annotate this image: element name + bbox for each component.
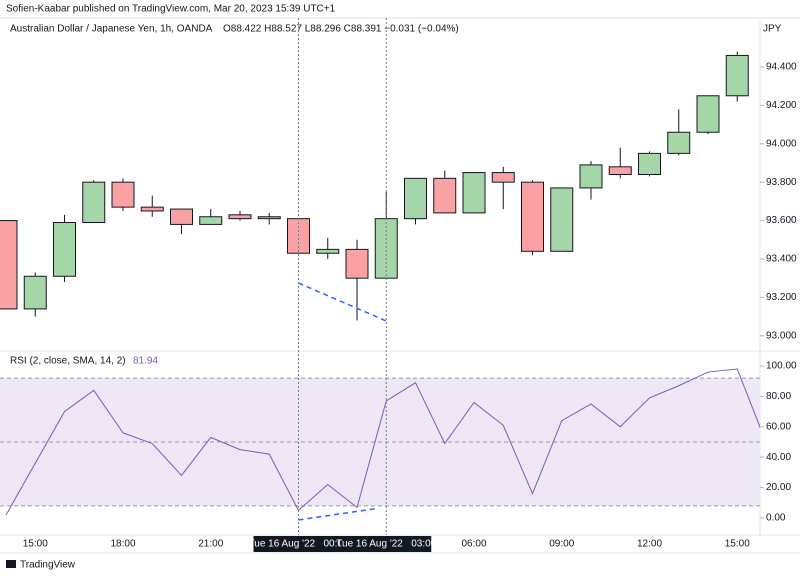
candle-body [404, 177, 427, 220]
time-highlight-box [341, 536, 432, 552]
y-tick-label: 60.00 [766, 421, 791, 432]
x-tick-label: 21:00 [198, 539, 223, 550]
candle-body [170, 208, 193, 225]
candle-body [0, 220, 18, 310]
candle-body [111, 181, 135, 208]
candle-body [433, 177, 457, 214]
candle-body [82, 181, 106, 223]
candle-body [53, 221, 76, 277]
x-tick-label: 15:00 [23, 539, 48, 550]
publish-info: Sofien-Kaabar published on TradingView.c… [6, 4, 336, 15]
y-tick-label: 40.00 [766, 452, 791, 463]
rsi-last-value: 81.94 [133, 356, 158, 367]
trendline [298, 507, 378, 521]
candle-body [140, 206, 164, 212]
y-tick-label: 0.00 [766, 513, 786, 524]
candle-body [23, 275, 47, 310]
brand-logo [6, 560, 16, 568]
candle-body [491, 172, 515, 183]
candle-body [521, 181, 544, 252]
x-tick-label: 18:00 [110, 539, 135, 550]
candle-body [228, 214, 252, 220]
x-tick-label: 06:00 [461, 539, 486, 550]
ohlc-readout: O88.422 H88.527 L88.296 C88.391 −0.031 (… [223, 24, 459, 35]
rsi-title: RSI (2, close, SMA, 14, 2) [10, 356, 126, 367]
y-tick-label: 93.800 [766, 177, 797, 188]
time-highlight-label: Tue 16 Aug '22 00:00 [249, 539, 349, 550]
candle-body [696, 95, 720, 133]
candle-body [316, 248, 340, 254]
brand: TradingView [20, 560, 76, 571]
x-tick-label: 15:00 [725, 539, 750, 550]
candle-body [199, 216, 223, 225]
price-axis-label: JPY [763, 24, 782, 35]
y-tick-label: 94.400 [766, 62, 797, 73]
x-tick-label: 09:00 [549, 539, 574, 550]
y-tick-label: 94.000 [766, 138, 797, 149]
candle-body [667, 131, 691, 154]
time-highlight-box [253, 536, 344, 552]
y-tick-label: 80.00 [766, 391, 791, 402]
plot-area [0, 51, 760, 521]
y-tick-label: 93.000 [766, 330, 797, 341]
y-tick-label: 93.600 [766, 215, 797, 226]
y-tick-label: 94.200 [766, 100, 797, 111]
candle-body [462, 172, 486, 214]
time-highlight-label: Tue 16 Aug '22 03:00 [336, 539, 436, 550]
candle-body [257, 216, 281, 220]
y-tick-label: 93.400 [766, 254, 797, 265]
candle-body [345, 248, 369, 279]
candle-body [638, 152, 661, 175]
candle-body [725, 54, 749, 97]
x-tick-label: 12:00 [637, 539, 662, 550]
candle-body [550, 187, 574, 252]
y-tick-label: 100.00 [766, 361, 797, 372]
candle-body [579, 164, 603, 189]
rsi-line [5, 368, 760, 516]
y-tick-label: 20.00 [766, 482, 791, 493]
trendline [298, 282, 387, 322]
candle-body [608, 166, 632, 175]
symbol-title: Australian Dollar / Japanese Yen, 1h, OA… [10, 24, 213, 35]
y-tick-label: 93.200 [766, 292, 797, 303]
